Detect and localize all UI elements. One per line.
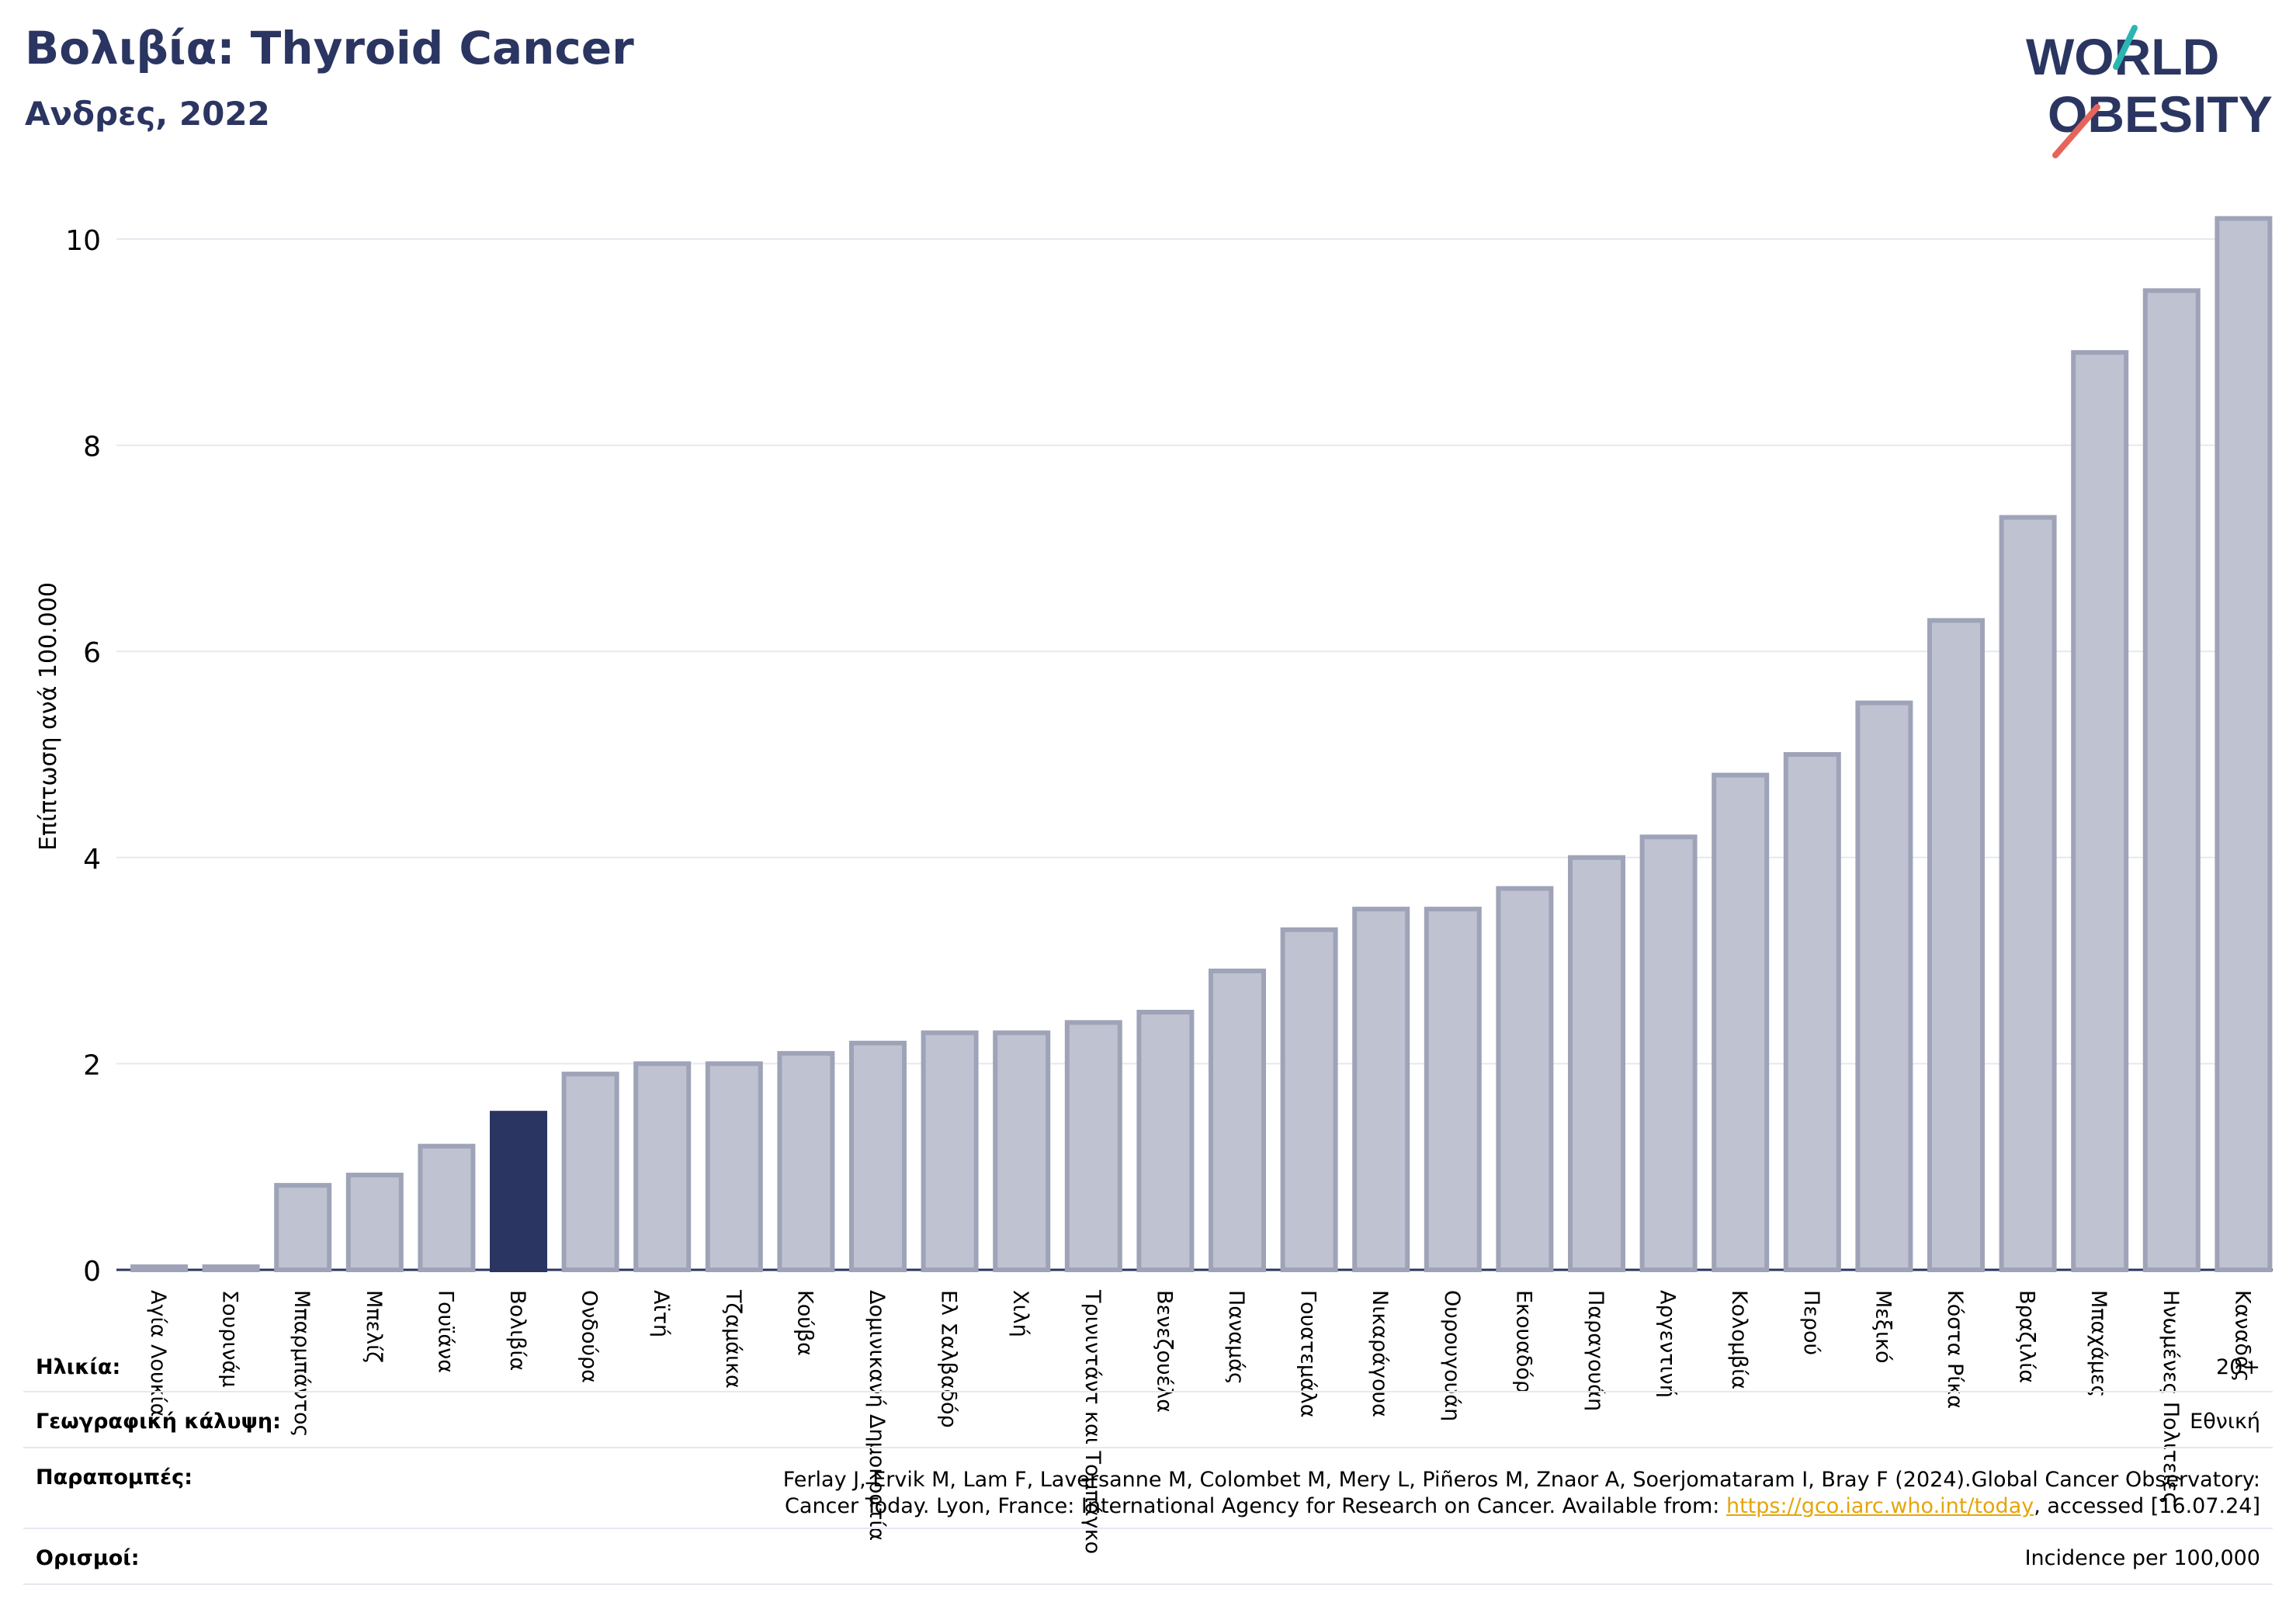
y-tick-label: 4: [83, 844, 101, 876]
definitions-value: Incidence per 100,000: [2024, 1546, 2260, 1570]
bar: [2071, 350, 2129, 1273]
x-tick-label: Τζαμάικα: [721, 1289, 745, 1389]
x-tick-label: Γουϊάνα: [433, 1290, 457, 1373]
bar: [921, 1030, 979, 1273]
x-tick-label: Εκουαδόρ: [1511, 1290, 1535, 1393]
logo-slash-coral: [2052, 104, 2100, 158]
bar: [633, 1061, 692, 1273]
x-tick-label: Σουρινάμ: [218, 1290, 242, 1388]
references-line-2: Cancer Today. Lyon, France: Internationa…: [783, 1493, 2260, 1520]
bar: [202, 1264, 260, 1272]
logo-slash-teal: [2113, 25, 2138, 70]
x-tick-label: Κούβα: [793, 1290, 817, 1356]
x-tick-label: Μεξικό: [1871, 1290, 1895, 1364]
meta-coverage-row: Γεωγραφική κάλυψη: Εθνική: [23, 1391, 2273, 1448]
bar: [1064, 1020, 1122, 1273]
x-tick-label: Μπαρμπάντος: [290, 1290, 314, 1437]
page-title: Βολιβία: Thyroid Cancer: [25, 22, 634, 75]
x-tick-label: Μπελίζ: [362, 1290, 386, 1363]
bar: [1639, 834, 1698, 1272]
meta-references-row: Παραπομπές: Ferlay J, Ervik M, Lam F, La…: [23, 1447, 2273, 1529]
references-line-1: Ferlay J, Ervik M, Lam F, Laversanne M, …: [782, 1468, 2260, 1492]
y-tick-label: 6: [83, 637, 101, 669]
y-axis-label: Επίπτωση ανά 100.000: [35, 582, 62, 851]
age-value: 20+: [2216, 1355, 2260, 1379]
x-tick-label: Δομινικανή Δημοκρατία: [865, 1290, 889, 1541]
logo-text-obesity: OBESITY: [2048, 85, 2273, 143]
x-tick-label: Μπαχάμες: [2086, 1290, 2110, 1397]
bar: [1568, 855, 1625, 1273]
bar: [1209, 968, 1266, 1272]
x-tick-label: Βραζιλία: [2015, 1290, 2039, 1383]
references-accessed: , accessed [16.07.24]: [2034, 1494, 2260, 1518]
bar: [561, 1071, 619, 1273]
bar: [1352, 907, 1410, 1272]
references-label: Παραπομπές:: [36, 1465, 192, 1489]
x-tick-label: Περού: [1799, 1290, 1823, 1355]
x-tick-label: Ονδούρα: [577, 1290, 602, 1383]
bar: [1424, 907, 1482, 1272]
x-tick-label: Κόστα Ρίκα: [1943, 1290, 1967, 1409]
bar: [1712, 772, 1770, 1272]
world-obesity-logo: WORLD OBESITY: [2026, 25, 2273, 158]
bar: [274, 1183, 332, 1272]
x-tick-label: Αϊτή: [649, 1290, 673, 1337]
x-tick-label: Αργεντινή: [1656, 1290, 1680, 1398]
chart-grid: [116, 238, 2273, 1271]
references-text: Ferlay J, Ervik M, Lam F, Laversanne M, …: [783, 1467, 2260, 1520]
bar: [345, 1172, 404, 1272]
y-tick-label: 10: [65, 225, 101, 257]
x-tick-label: Ελ Σαλβαδόρ: [937, 1290, 961, 1428]
bar: [777, 1051, 835, 1272]
bar: [1280, 927, 1338, 1272]
references-line-2-text: Cancer Today. Lyon, France: Internationa…: [785, 1494, 1726, 1518]
x-tick-label: Γουατεμάλα: [1296, 1290, 1320, 1418]
bar: [1783, 752, 1841, 1272]
definitions-label: Ορισμοί:: [36, 1546, 140, 1570]
x-tick-label: Παναμάς: [1224, 1290, 1248, 1385]
bar: [418, 1143, 476, 1273]
chart-bars: [130, 216, 2273, 1273]
age-label: Ηλικία:: [36, 1355, 121, 1379]
bar: [705, 1061, 763, 1273]
x-tick-label: Τρινιντάντ και Τομπάγκο: [1080, 1289, 1105, 1554]
x-tick-label: Ηνωμένες Πολιτείες: [2159, 1290, 2183, 1504]
bar: [130, 1264, 188, 1272]
bar: [2142, 288, 2201, 1272]
coverage-label: Γεωγραφική κάλυψη:: [36, 1410, 281, 1434]
y-tick-label: 0: [83, 1256, 101, 1288]
bar: [1496, 886, 1554, 1272]
x-tick-labels: Αγία Λουκία Σουρινάμ Μπαρμπάντος Μπελίζ Γουϊ…: [146, 1289, 2254, 1554]
bar: [1136, 1010, 1195, 1272]
coverage-value: Εθνική: [2190, 1410, 2260, 1434]
meta-definitions-row: Ορισμοί: Incidence per 100,000: [23, 1528, 2273, 1585]
meta-age-row: Ηλικία: 20+: [23, 1335, 2273, 1392]
bar: [1999, 515, 2057, 1272]
x-tick-label: Ουρουγουάη: [1440, 1290, 1464, 1421]
page-subtitle: Ανδρες, 2022: [25, 95, 270, 133]
x-tick-label: Νικαράγουα: [1368, 1290, 1392, 1417]
x-tick-label: Αγία Λουκία: [146, 1290, 170, 1417]
x-tick-label: Χιλή: [1008, 1290, 1032, 1337]
bar: [1855, 700, 1913, 1272]
y-tick-label: 2: [83, 1049, 101, 1081]
x-tick-label: Καναδάς: [2230, 1290, 2254, 1382]
y-tick-labels: 0 2 4 6 8 10: [65, 225, 101, 1288]
bar: [490, 1111, 547, 1273]
bar: [1927, 618, 1985, 1272]
references-link[interactable]: https://gco.iarc.who.int/today: [1725, 1494, 2034, 1518]
x-tick-label: Κολομβία: [1727, 1290, 1751, 1389]
bar: [993, 1030, 1051, 1273]
x-tick-label: Βολιβία: [505, 1290, 529, 1371]
bar: [849, 1040, 907, 1272]
y-tick-label: 8: [83, 432, 101, 463]
bar: [2214, 216, 2273, 1273]
